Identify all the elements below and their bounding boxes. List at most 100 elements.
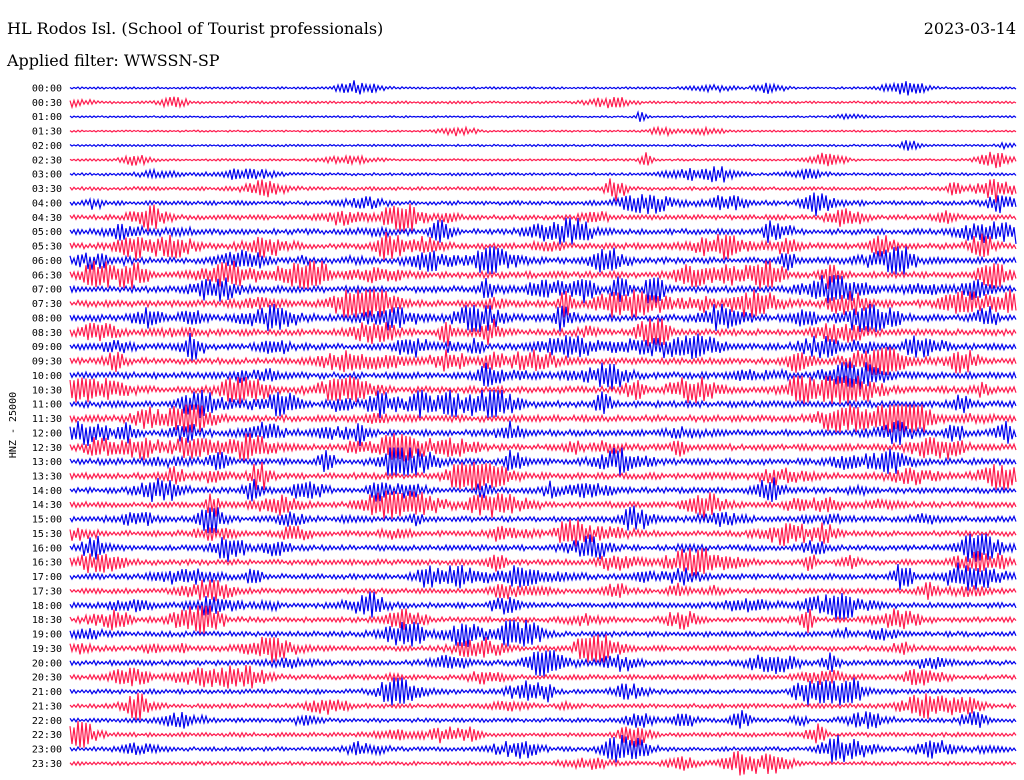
time-tick-label: 07:30 bbox=[32, 299, 62, 310]
trace-line bbox=[69, 665, 1017, 689]
station-title: HL Rodos Isl. (School of Tourist profess… bbox=[7, 19, 384, 38]
time-tick-label: 06:00 bbox=[32, 256, 62, 267]
trace-line bbox=[69, 346, 1017, 376]
time-tick-label: 05:00 bbox=[32, 227, 62, 238]
time-tick-label: 18:30 bbox=[32, 615, 62, 626]
trace-line bbox=[69, 447, 1017, 476]
time-tick-label: 00:00 bbox=[32, 84, 62, 95]
trace-line bbox=[69, 375, 1017, 404]
trace-line bbox=[69, 490, 1017, 519]
trace-line bbox=[69, 260, 1017, 289]
trace-line bbox=[69, 318, 1017, 347]
time-tick-label: 06:30 bbox=[32, 270, 62, 281]
time-tick-label: 17:30 bbox=[32, 586, 62, 597]
time-tick-label: 00:30 bbox=[32, 98, 62, 109]
trace-line bbox=[69, 232, 1017, 261]
time-tick-label: 04:30 bbox=[32, 213, 62, 224]
trace-line bbox=[69, 519, 1017, 547]
trace-line bbox=[69, 710, 1017, 729]
time-tick-label: 01:30 bbox=[32, 127, 62, 138]
trace-line bbox=[69, 151, 1017, 169]
time-tick-label: 19:30 bbox=[32, 644, 62, 655]
time-tick-label: 05:30 bbox=[32, 242, 62, 253]
time-tick-label: 12:30 bbox=[32, 443, 62, 454]
time-tick-label: 23:00 bbox=[32, 745, 62, 756]
trace-line bbox=[69, 192, 1017, 217]
trace-line bbox=[69, 110, 1017, 123]
time-tick-label: 19:00 bbox=[32, 630, 62, 641]
time-tick-label: 07:00 bbox=[32, 285, 62, 296]
time-tick-label: 14:00 bbox=[32, 486, 62, 497]
trace-line bbox=[69, 80, 1017, 96]
trace-line bbox=[69, 650, 1017, 677]
time-tick-labels: 00:00 00:30 01:00 01:30 02:00 02:30 03:00 03:30… bbox=[32, 84, 62, 770]
trace-line bbox=[69, 634, 1017, 663]
trace-line bbox=[69, 750, 1017, 776]
channel-axis-label: HNZ - 25000 bbox=[8, 392, 19, 458]
trace-line bbox=[69, 579, 1017, 602]
trace-line bbox=[69, 477, 1017, 503]
trace-line bbox=[69, 734, 1017, 763]
trace-line bbox=[69, 361, 1017, 390]
time-tick-label: 09:00 bbox=[32, 342, 62, 353]
time-tick-label: 22:30 bbox=[32, 730, 62, 741]
trace-line bbox=[69, 677, 1017, 706]
trace-line bbox=[69, 246, 1017, 275]
trace-line bbox=[69, 303, 1017, 332]
time-tick-label: 03:00 bbox=[32, 170, 62, 181]
time-tick-label: 14:30 bbox=[32, 500, 62, 511]
trace-line bbox=[69, 332, 1017, 361]
time-tick-label: 21:30 bbox=[32, 701, 62, 712]
time-tick-label: 03:30 bbox=[32, 184, 62, 195]
trace-line bbox=[69, 420, 1017, 447]
trace-line bbox=[69, 433, 1017, 462]
trace-line bbox=[69, 275, 1017, 304]
trace-line bbox=[69, 404, 1017, 433]
trace-line bbox=[69, 390, 1017, 419]
time-tick-label: 02:00 bbox=[32, 141, 62, 152]
time-tick-label: 13:00 bbox=[32, 457, 62, 468]
trace-line bbox=[69, 178, 1017, 203]
time-tick-label: 22:00 bbox=[32, 716, 62, 727]
time-tick-label: 18:00 bbox=[32, 601, 62, 612]
trace-line bbox=[69, 140, 1017, 151]
time-tick-label: 10:00 bbox=[32, 371, 62, 382]
time-tick-label: 09:30 bbox=[32, 357, 62, 368]
time-tick-label: 20:30 bbox=[32, 673, 62, 684]
time-tick-label: 01:00 bbox=[32, 112, 62, 123]
time-tick-label: 04:00 bbox=[32, 198, 62, 209]
time-tick-label: 23:30 bbox=[32, 759, 62, 770]
trace-line bbox=[69, 591, 1017, 620]
time-tick-label: 21:00 bbox=[32, 687, 62, 698]
trace-line bbox=[69, 620, 1017, 647]
trace-line bbox=[69, 166, 1017, 183]
trace-line bbox=[69, 692, 1017, 720]
time-tick-label: 17:00 bbox=[32, 572, 62, 583]
trace-line bbox=[69, 562, 1017, 591]
time-tick-label: 20:00 bbox=[32, 658, 62, 669]
time-tick-label: 13:30 bbox=[32, 471, 62, 482]
time-tick-label: 08:00 bbox=[32, 313, 62, 324]
time-tick-label: 16:30 bbox=[32, 558, 62, 569]
trace-line bbox=[69, 125, 1017, 138]
record-date: 2023-03-14 bbox=[923, 19, 1016, 38]
time-tick-label: 16:00 bbox=[32, 543, 62, 554]
trace-line bbox=[69, 217, 1017, 245]
trace-line bbox=[69, 605, 1017, 634]
filter-label: Applied filter: WWSSN-SP bbox=[7, 51, 220, 70]
time-tick-label: 15:30 bbox=[32, 529, 62, 540]
time-tick-label: 15:00 bbox=[32, 515, 62, 526]
trace-line bbox=[69, 203, 1017, 232]
trace-line bbox=[69, 96, 1017, 110]
time-tick-label: 02:30 bbox=[32, 155, 62, 166]
trace-line bbox=[69, 461, 1017, 491]
trace-line bbox=[69, 721, 1017, 748]
traces-group bbox=[69, 80, 1017, 776]
trace-line bbox=[69, 505, 1017, 534]
time-tick-label: 11:00 bbox=[32, 400, 62, 411]
trace-line bbox=[69, 548, 1017, 577]
time-tick-label: 08:30 bbox=[32, 328, 62, 339]
time-tick-label: 12:00 bbox=[32, 428, 62, 439]
time-tick-label: 10:30 bbox=[32, 385, 62, 396]
